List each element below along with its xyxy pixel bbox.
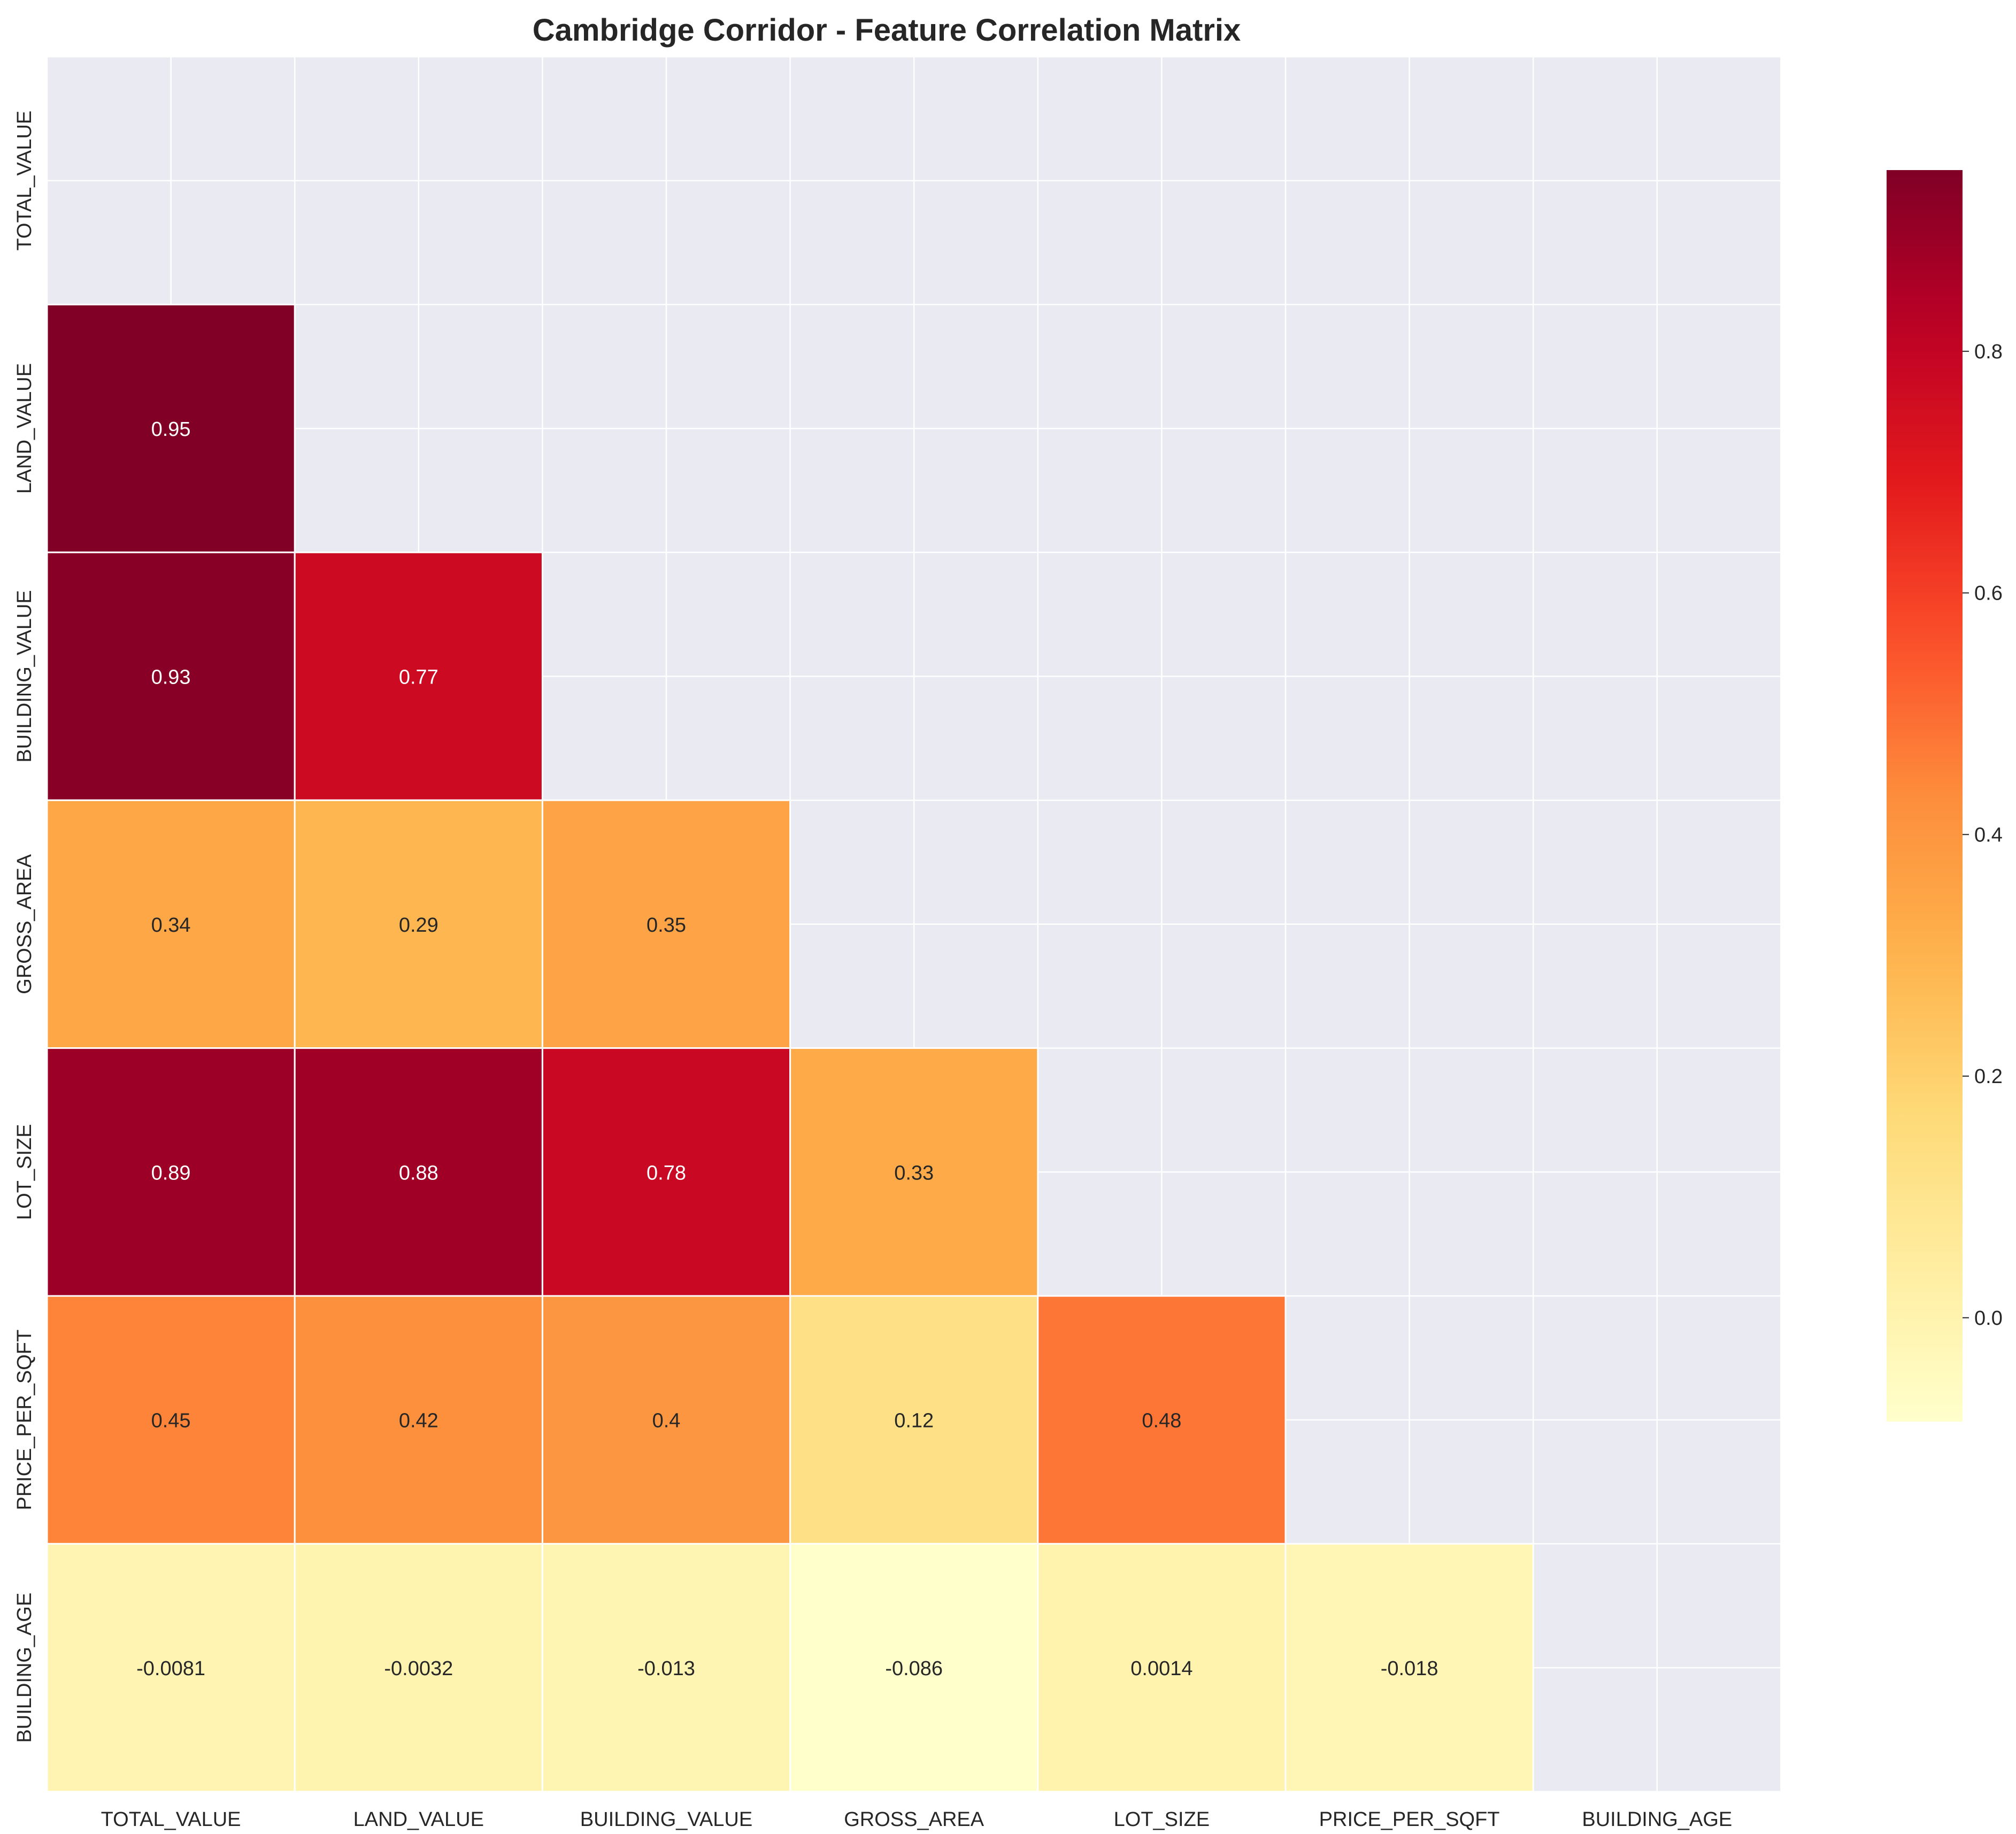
colorbar-tick-label: 0.8 — [1974, 341, 2003, 363]
cell-value-label: 0.88 — [399, 1162, 438, 1184]
heatmap-cell — [294, 1543, 543, 1793]
cell-value-label: 0.89 — [151, 1162, 191, 1184]
cell-value-label: -0.018 — [1381, 1657, 1438, 1680]
heatmap-cell — [541, 799, 791, 1049]
y-tick-label: GROSS_AREA — [13, 854, 36, 994]
cell-value-label: 0.42 — [399, 1410, 438, 1432]
heatmap-cell — [294, 799, 543, 1049]
heatmap-cell — [46, 1047, 296, 1297]
y-tick-label: BUILDING_VALUE — [13, 590, 36, 762]
colorbar-gradient — [1887, 170, 1963, 1422]
colorbar-tick-label: 0.4 — [1974, 824, 2003, 846]
y-tick-label: BUILDING_AGE — [13, 1593, 36, 1743]
heatmap-cell — [1284, 1543, 1534, 1793]
cell-value-label: -0.086 — [885, 1657, 943, 1680]
x-tick-label: GROSS_AREA — [844, 1808, 984, 1831]
cell-value-label: 0.78 — [647, 1162, 686, 1184]
cell-value-label: 0.34 — [151, 914, 191, 937]
heatmap-cell — [541, 1295, 791, 1545]
cell-value-label: 0.29 — [399, 914, 438, 937]
x-tick-label: TOTAL_VALUE — [101, 1808, 241, 1831]
heatmap-cell — [1037, 1295, 1287, 1545]
heatmap-cell — [294, 551, 543, 801]
heatmap-cell — [46, 303, 296, 554]
y-tick-label: LOT_SIZE — [13, 1124, 36, 1221]
heatmap-cell — [541, 1047, 791, 1297]
cell-value-label: 0.93 — [151, 666, 191, 689]
heatmap-cell — [294, 1047, 543, 1297]
cell-value-label: -0.0032 — [384, 1657, 453, 1680]
cell-value-label: 0.4 — [652, 1410, 681, 1432]
cell-value-label: 0.12 — [894, 1410, 934, 1432]
x-tick-label: BUILDING_AGE — [1582, 1808, 1732, 1831]
y-tick-label: PRICE_PER_SQFT — [13, 1330, 36, 1510]
x-tick-label: LOT_SIZE — [1114, 1808, 1210, 1831]
colorbar-tick-label: 0.6 — [1974, 582, 2003, 605]
cell-value-label: 0.45 — [151, 1410, 191, 1432]
cell-value-label: -0.0081 — [136, 1657, 205, 1680]
heatmap-cell — [46, 1295, 296, 1545]
heatmap-cell — [789, 1047, 1039, 1297]
y-tick-label: TOTAL_VALUE — [13, 111, 36, 251]
chart-title: Cambridge Corridor - Feature Correlation… — [533, 13, 1241, 48]
cell-value-label: 0.0014 — [1130, 1657, 1192, 1680]
heatmap-cell — [294, 1295, 543, 1545]
heatmap-cell — [46, 1543, 296, 1793]
heatmap-cell — [1037, 1543, 1287, 1793]
y-tick-label: LAND_VALUE — [13, 363, 36, 494]
x-tick-label: PRICE_PER_SQFT — [1319, 1808, 1500, 1831]
cell-value-label: 0.48 — [1142, 1410, 1181, 1432]
cell-value-label: -0.013 — [637, 1657, 695, 1680]
heatmap-cell — [789, 1295, 1039, 1545]
colorbar-tick-label: 0.2 — [1974, 1065, 2003, 1088]
colorbar-tick-label: 0.0 — [1974, 1307, 2003, 1330]
cell-value-label: 0.95 — [151, 418, 191, 441]
cell-value-label: 0.77 — [399, 666, 438, 689]
heatmap-cell — [46, 551, 296, 801]
x-tick-label: BUILDING_VALUE — [580, 1808, 752, 1831]
heatmap-plot: 0.95 0.93 0.77 0.34 0.29 0.35 0.89 0.88 0.78 0.33… — [13, 56, 1782, 1831]
heatmap-cell — [789, 1543, 1039, 1793]
cell-value-label: 0.35 — [647, 914, 686, 937]
heatmap-cell — [46, 799, 296, 1049]
colorbar: 0.0 0.2 0.4 0.6 0.8 — [1887, 170, 2003, 1422]
x-tick-label: LAND_VALUE — [353, 1808, 484, 1831]
cell-value-label: 0.33 — [894, 1162, 934, 1184]
heatmap-cell — [541, 1543, 791, 1793]
